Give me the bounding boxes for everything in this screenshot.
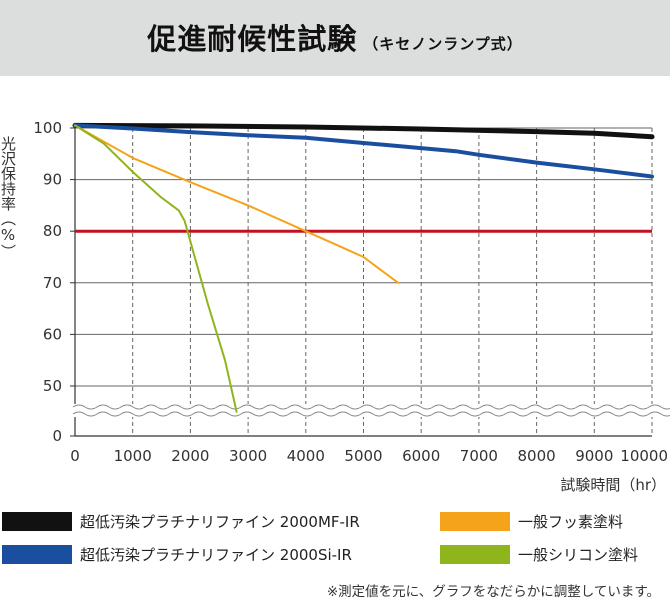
x-tick-label-3000: 3000 xyxy=(229,447,267,465)
legend-item-1: 超低汚染プラチナリファイン 2000Si-IR xyxy=(2,543,352,565)
y-tick-label-80: 80 xyxy=(43,222,62,240)
series-layer xyxy=(72,122,655,413)
grid xyxy=(75,128,653,436)
series-line-1 xyxy=(73,123,654,179)
title-sub: （キセノンランプ式） xyxy=(363,35,523,53)
footnote: ※測定値を元に、グラフをなだらかに調整しています。 xyxy=(326,584,660,600)
x-tick-label-4000: 4000 xyxy=(287,447,325,465)
y-tick-label-90: 90 xyxy=(43,171,62,189)
y-tick-label-60: 60 xyxy=(43,325,62,343)
axis-break xyxy=(72,404,670,417)
x-tick-label-10000: 10000 xyxy=(620,447,668,465)
legend-swatch-3 xyxy=(440,544,510,564)
axis-break-wave-1 xyxy=(72,411,670,417)
series-line-0 xyxy=(72,122,655,140)
legend-swatch-1 xyxy=(2,544,72,564)
series-line-3 xyxy=(74,124,238,413)
x-tick-label-1000: 1000 xyxy=(114,447,152,465)
x-tick-label-9000: 9000 xyxy=(575,447,613,465)
title-main: 促進耐候性試験 xyxy=(147,22,358,56)
x-tick-label-5000: 5000 xyxy=(344,447,382,465)
legend-swatch-2 xyxy=(440,511,510,531)
y-tick-label-100: 100 xyxy=(33,119,62,137)
y-axis-label: 光沢保持率（%） xyxy=(0,135,17,259)
y-tick-label-70: 70 xyxy=(43,274,62,292)
legend-label-2: 一般フッ素塗料 xyxy=(518,512,624,531)
series-line-2 xyxy=(74,124,400,284)
x-tick-label-2000: 2000 xyxy=(171,447,209,465)
chart-title: 促進耐候性試験 （キセノンランプ式） xyxy=(0,16,670,58)
legend-label-0: 超低汚染プラチナリファイン 2000MF-IR xyxy=(80,512,360,531)
axis-break-gap xyxy=(74,404,653,417)
legend-item-0: 超低汚染プラチナリファイン 2000MF-IR xyxy=(2,510,360,532)
x-axis-label: 試験時間（hr） xyxy=(560,476,666,494)
legend-label-3: 一般シリコン塗料 xyxy=(518,545,639,564)
legend-item-2: 一般フッ素塗料 xyxy=(440,510,623,532)
legend-swatch-0 xyxy=(2,511,72,531)
legend-item-3: 一般シリコン塗料 xyxy=(440,543,638,565)
x-tick-label-8000: 8000 xyxy=(518,447,556,465)
title-banner xyxy=(0,0,670,76)
axis-break-wave-0 xyxy=(72,404,670,410)
y-tick-label-0: 0 xyxy=(52,427,62,445)
y-tick-label-50: 50 xyxy=(43,377,62,395)
x-tick-label-0: 0 xyxy=(70,447,80,465)
x-tick-label-7000: 7000 xyxy=(460,447,498,465)
legend-label-1: 超低汚染プラチナリファイン 2000Si-IR xyxy=(80,545,352,564)
x-tick-label-6000: 6000 xyxy=(402,447,440,465)
